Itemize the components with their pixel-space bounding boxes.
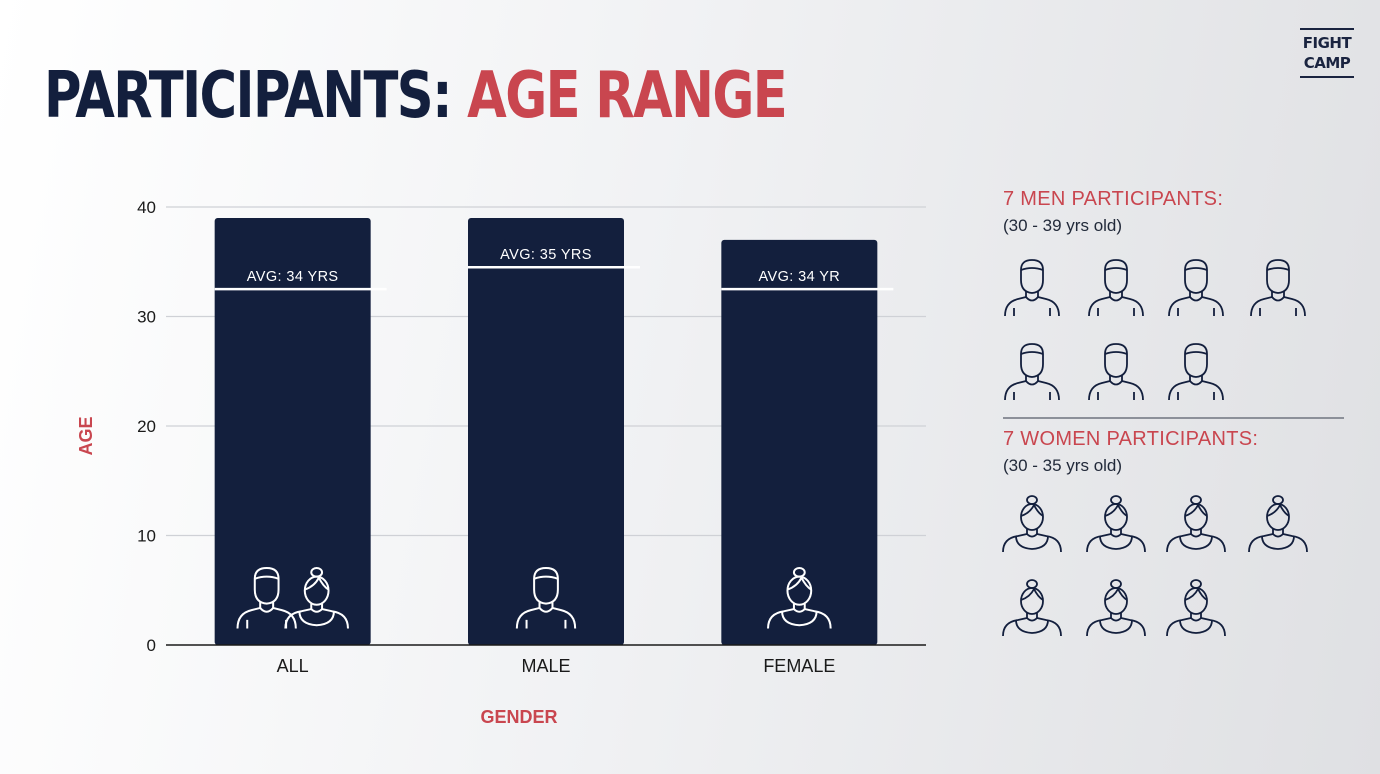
male-icon — [1086, 258, 1146, 318]
bar — [214, 217, 371, 645]
female-icon — [1166, 494, 1226, 554]
x-tick-label: ALL — [277, 656, 309, 676]
y-axis-title: AGE — [76, 416, 96, 455]
average-label: AVG: 34 YR — [759, 269, 841, 285]
y-tick-label: 10 — [137, 527, 156, 546]
male-icon — [1248, 258, 1308, 318]
fightcamp-logo: FIGHT CAMP — [1300, 28, 1354, 78]
logo-line-1: FIGHT — [1302, 34, 1352, 52]
women-age-range: (30 - 35 yrs old) — [1003, 456, 1123, 475]
y-tick-label: 0 — [147, 636, 156, 655]
y-tick-label: 20 — [137, 417, 156, 436]
bar — [468, 217, 624, 645]
men-heading: 7 MEN PARTICIPANTS: — [1003, 188, 1224, 210]
male-icon — [1002, 342, 1062, 402]
male-icon — [1086, 342, 1146, 402]
bar — [721, 239, 878, 645]
women-heading: 7 WOMEN PARTICIPANTS: — [1003, 428, 1259, 450]
men-age-range: (30 - 39 yrs old) — [1003, 216, 1123, 235]
x-axis-title: GENDER — [480, 707, 557, 727]
female-icon — [1248, 494, 1308, 554]
page-title: PARTICIPANTS: AGE RANGE — [44, 56, 788, 136]
y-tick-label: 40 — [137, 198, 156, 217]
title-part-2: AGE RANGE — [467, 59, 788, 133]
x-tick-label: MALE — [521, 656, 570, 676]
female-icon — [1086, 578, 1146, 638]
logo-line-2: CAMP — [1303, 54, 1351, 72]
section-divider — [1003, 417, 1344, 419]
female-icon — [767, 567, 832, 629]
x-tick-label: FEMALE — [763, 656, 835, 676]
average-label: AVG: 35 YRS — [500, 247, 592, 263]
female-icon — [1002, 494, 1062, 554]
age-bar-chart: 0 10 20 30 40 AVG: 34 YRS ALL AVG: 35 YRS MALE AV… — [76, 198, 926, 727]
female-icon — [1166, 578, 1226, 638]
average-label: AVG: 34 YRS — [247, 269, 339, 285]
y-tick-label: 30 — [137, 308, 156, 327]
male-female-icon — [236, 566, 349, 629]
female-icon — [1002, 578, 1062, 638]
male-icon — [1166, 342, 1226, 402]
male-icon — [1166, 258, 1226, 318]
male-icon — [1002, 258, 1062, 318]
female-icon — [1086, 494, 1146, 554]
title-part-1: PARTICIPANTS: — [44, 59, 453, 133]
male-icon — [515, 566, 577, 629]
